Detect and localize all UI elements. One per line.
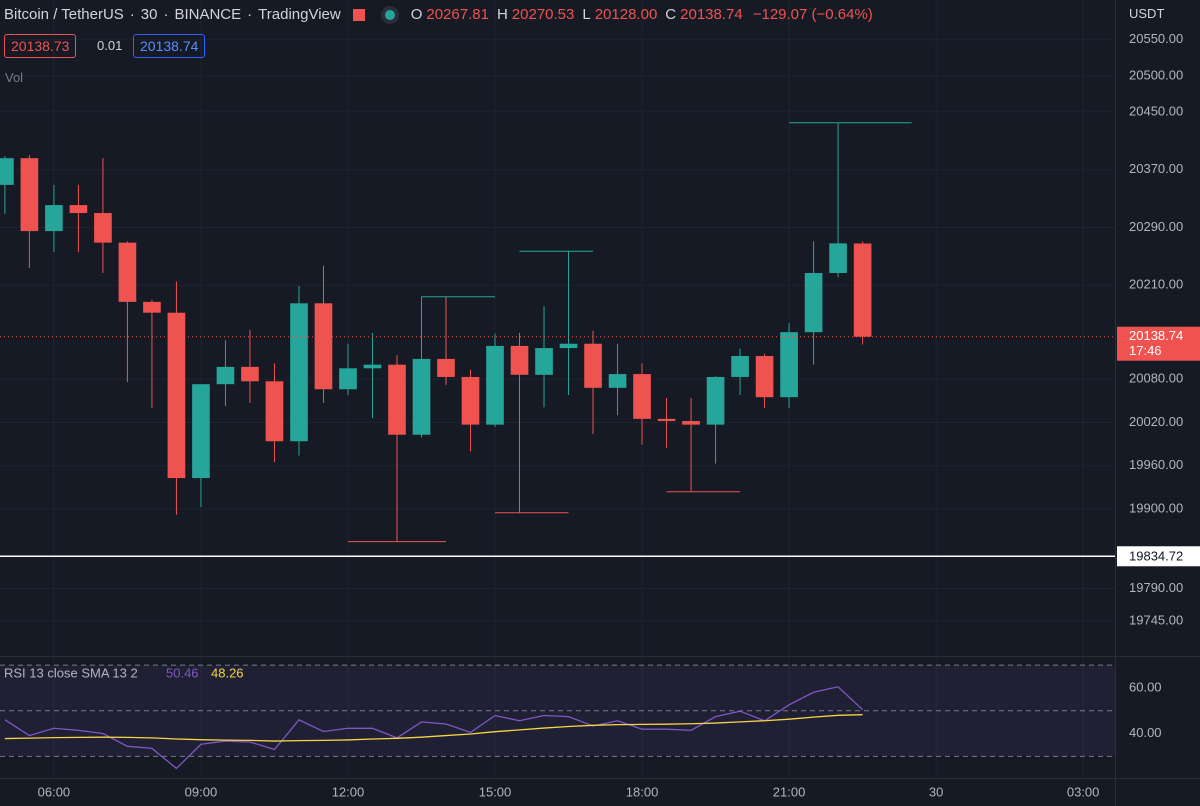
ohlc-value: 20128.00 xyxy=(594,6,658,23)
volume-label: Vol xyxy=(5,70,24,85)
candle-body xyxy=(510,345,529,375)
last-price-bg xyxy=(1117,326,1200,361)
spread: 0.01 xyxy=(97,38,123,53)
candle-body xyxy=(559,343,578,349)
ohlc: O 20267.81 H 20270.53 L 20128.00 C 20138.74 xyxy=(411,6,747,23)
candle-body xyxy=(804,272,823,333)
y-tick-label: 19900.00 xyxy=(1129,501,1183,516)
candle-body xyxy=(608,374,627,388)
legend-header: Bitcoin / TetherUS · 30 · BINANCE · Trading… xyxy=(4,6,873,23)
y-tick-label: 20080.00 xyxy=(1129,371,1183,386)
exchange: BINANCE xyxy=(174,6,242,23)
rsi-tick-label: 40.00 xyxy=(1129,725,1162,740)
candle-body xyxy=(339,368,357,390)
candle-body xyxy=(363,364,382,369)
candle-body xyxy=(829,243,847,273)
symbol[interactable]: Bitcoin / TetherUS xyxy=(4,6,124,23)
level-label: 19834.72 xyxy=(1129,549,1183,564)
y-tick-label: 20550.00 xyxy=(1129,31,1183,46)
rsi-value: 50.46 xyxy=(166,665,199,680)
change: −129.07 (−0.64%) xyxy=(752,6,873,23)
y-tick-label: 20020.00 xyxy=(1129,414,1183,429)
ohlc-key: L xyxy=(582,6,591,23)
candle-body xyxy=(755,356,774,398)
source: TradingView xyxy=(258,6,341,23)
candle-body xyxy=(486,345,504,425)
y-tick-label: 20500.00 xyxy=(1129,67,1183,82)
x-tick-label: 30 xyxy=(929,784,943,799)
candle-body xyxy=(0,158,14,185)
candle-body xyxy=(290,303,308,442)
x-tick-label: 09:00 xyxy=(185,784,218,799)
currency[interactable]: USDT xyxy=(1129,6,1165,21)
candle-body xyxy=(461,376,480,425)
candle-body xyxy=(118,242,137,302)
level-label-bg xyxy=(1117,546,1200,567)
candle-body xyxy=(535,348,553,375)
candle-body xyxy=(314,303,333,390)
candle-body xyxy=(706,376,725,425)
sma-value: 48.26 xyxy=(211,665,244,680)
y-tick-label: 20290.00 xyxy=(1129,219,1183,234)
status-icon xyxy=(384,9,395,20)
ohlc-value: 20270.53 xyxy=(511,6,575,23)
candle-body xyxy=(216,366,235,385)
ohlc-key: H xyxy=(496,6,508,23)
candle-body xyxy=(412,358,431,435)
candle-body xyxy=(437,358,455,377)
candle-body xyxy=(241,366,259,382)
candle-body xyxy=(780,332,798,398)
ohlc-value: 20138.74 xyxy=(680,6,743,23)
candle-body xyxy=(143,301,161,313)
last-price-label: 20138.74 xyxy=(1129,328,1183,343)
y-tick-label: 20450.00 xyxy=(1129,103,1183,118)
candle-body xyxy=(731,356,749,377)
candle-body xyxy=(45,205,63,232)
y-tick-label: 20210.00 xyxy=(1129,277,1183,292)
y-tick-label: 19960.00 xyxy=(1129,457,1183,472)
interval[interactable]: 30 xyxy=(140,6,158,23)
rsi-title: RSI 13 close SMA 13 2 xyxy=(4,665,138,680)
candle-body xyxy=(633,374,651,419)
flag-icon[interactable] xyxy=(352,8,365,21)
candle-body xyxy=(69,205,88,214)
y-tick-label: 20370.00 xyxy=(1129,161,1183,176)
candle-body xyxy=(167,312,186,479)
bid-box[interactable]: 20138.73 xyxy=(4,34,77,58)
x-tick-label: 15:00 xyxy=(479,784,512,799)
rsi-line xyxy=(4,714,863,742)
candle-body xyxy=(265,381,284,442)
candle-body xyxy=(20,158,39,232)
countdown-label: 17:46 xyxy=(1129,343,1162,358)
rsi-line xyxy=(4,686,864,770)
x-tick-label: 12:00 xyxy=(332,784,365,799)
x-tick-label: 06:00 xyxy=(38,784,71,799)
candle-body xyxy=(853,243,872,337)
ask-box[interactable]: 20138.74 xyxy=(133,34,206,58)
x-tick-label: 18:00 xyxy=(626,784,659,799)
candle-body xyxy=(94,213,112,243)
candle-body xyxy=(192,384,210,479)
rsi-tick-label: 60.00 xyxy=(1129,679,1162,694)
candle-body xyxy=(388,364,406,435)
y-tick-label: 19790.00 xyxy=(1129,580,1183,595)
x-tick-label: 21:00 xyxy=(773,784,806,799)
ohlc-key: C xyxy=(665,6,677,23)
candle-body xyxy=(584,343,602,388)
x-tick-label: 03:00 xyxy=(1067,784,1100,799)
ohlc-value: 20267.81 xyxy=(426,6,489,23)
candle-body xyxy=(682,421,700,425)
ohlc-key: O xyxy=(410,6,423,23)
y-tick-label: 19745.00 xyxy=(1129,612,1183,627)
candle-body xyxy=(657,418,676,422)
